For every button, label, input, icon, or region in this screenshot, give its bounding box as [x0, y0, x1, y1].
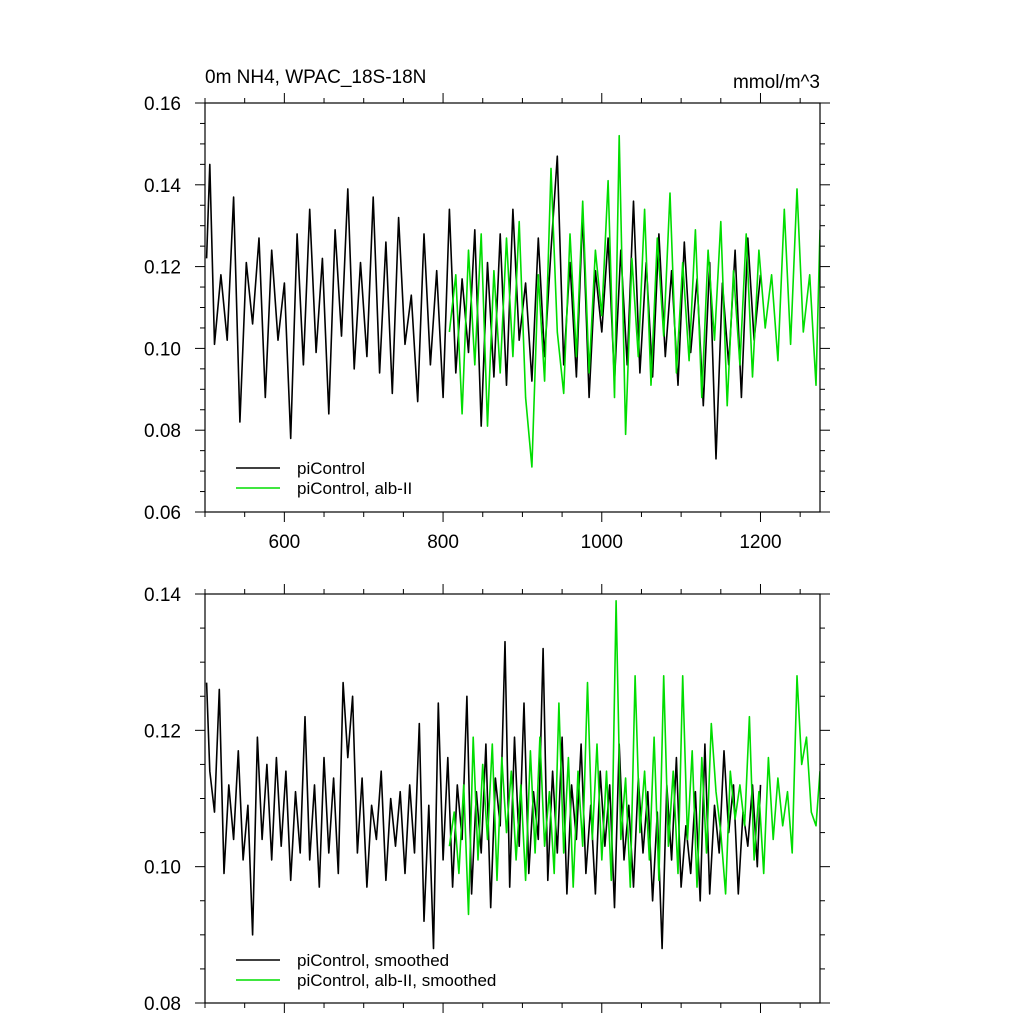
legend-label: piControl, smoothed [297, 951, 449, 970]
units-label: mmol/m^3 [733, 72, 820, 93]
series-line-1 [205, 155, 762, 460]
legend-label: piControl, alb-II [297, 479, 412, 498]
series-line-1 [205, 640, 762, 950]
y-tick-label: 0.14 [144, 585, 181, 606]
y-tick-label: 0.16 [144, 94, 181, 115]
y-tick-label: 0.10 [144, 339, 181, 360]
panel-2: 0.08 0.10 0.12 0.14 piControl, smoothedpiCon… [144, 584, 830, 1015]
x-tick-label: 600 [269, 532, 301, 553]
legend-label: piControl, alb-II, smoothed [297, 971, 496, 990]
y-tick-label: 0.06 [144, 503, 181, 524]
panel-1: 600 800 1000 1200 0.06 0.08 0.10 0.12 0.14 0.16 0m… [144, 67, 830, 553]
series-line-2 [448, 599, 820, 916]
chart-title: 0m NH4, WPAC_18S-18N [205, 67, 426, 88]
y-tick-label: 0.08 [144, 994, 181, 1015]
x-tick-label: 800 [427, 532, 459, 553]
legend-label: piControl [297, 459, 365, 478]
x-tick-label: 1000 [581, 532, 623, 553]
y-tick-label: 0.12 [144, 721, 181, 742]
y-tick-label: 0.10 [144, 858, 181, 879]
y-tick-label: 0.12 [144, 258, 181, 279]
plot-frame [204, 102, 821, 513]
series-line-2 [448, 134, 820, 468]
y-tick-label: 0.14 [144, 176, 181, 197]
y-tick-label: 0.08 [144, 421, 181, 442]
x-tick-label: 1200 [739, 532, 781, 553]
